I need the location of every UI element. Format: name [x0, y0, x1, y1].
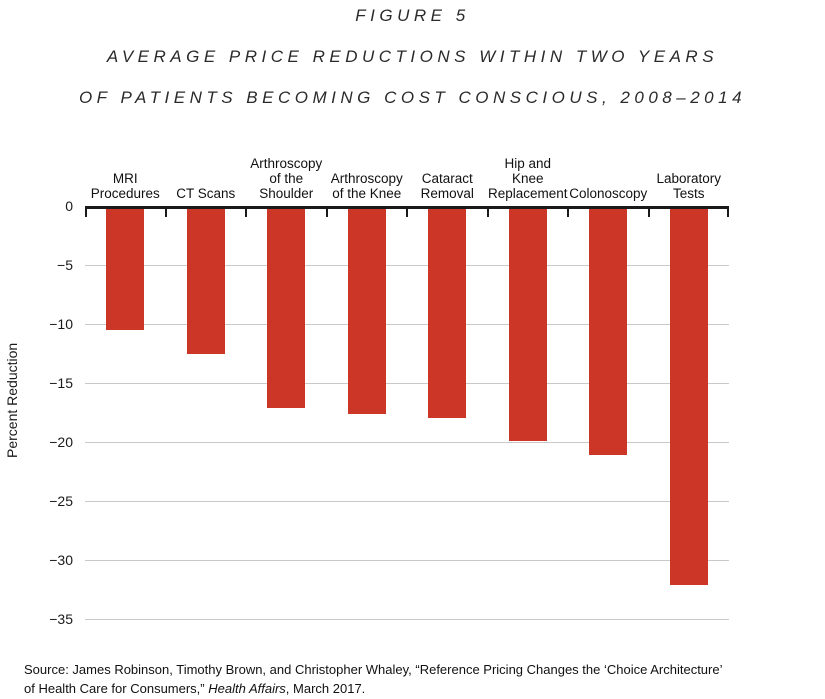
y-tick-label: −35: [49, 611, 73, 627]
bar-column-label: Arthroscopy of the Knee: [330, 171, 403, 201]
gridline: [85, 264, 729, 266]
y-tick-label: −10: [49, 316, 73, 332]
y-tick-label: 0: [65, 198, 73, 214]
gridline: [85, 559, 729, 561]
axis-tick: [245, 206, 247, 217]
source-note: Source: James Robinson, Timothy Brown, a…: [24, 660, 814, 698]
bar: [186, 206, 225, 354]
source-journal-name: Health Affairs: [208, 681, 286, 696]
gridline: [85, 500, 729, 502]
bar-column-label: MRI Procedures: [90, 171, 160, 201]
axis-tick: [85, 206, 87, 217]
gridline: [85, 618, 729, 620]
bar: [347, 206, 386, 414]
source-line-2: of Health Care for Consumers,” Health Af…: [24, 679, 814, 698]
bar-column-label: Laboratory Tests: [656, 171, 722, 201]
y-tick-label: −30: [49, 552, 73, 568]
figure-title-line2: OF PATIENTS BECOMING COST CONSCIOUS, 200…: [78, 88, 747, 107]
source-line-2-post: , March 2017.: [285, 681, 366, 696]
gridline: [85, 441, 729, 443]
bar: [508, 206, 547, 441]
bar: [428, 206, 467, 419]
y-tick-label: −25: [49, 493, 73, 509]
source-line-2-pre: of Health Care for Consumers,”: [24, 681, 209, 696]
source-line-1: Source: James Robinson, Timothy Brown, a…: [24, 662, 723, 677]
bar-column-label: CT Scans: [176, 186, 236, 201]
y-axis-title: Percent Reduction: [4, 342, 20, 458]
bar: [669, 206, 708, 585]
axis-tick: [648, 206, 650, 217]
y-tick-label: −5: [57, 257, 73, 273]
axis-tick: [487, 206, 489, 217]
gridline: [85, 382, 729, 384]
bar: [589, 206, 628, 455]
axis-tick: [727, 206, 729, 217]
plot-area: 0 −5 −10 −15 −20 −25 −30 −35 MRI Procedures CT Sc…: [49, 156, 729, 626]
bar: [106, 206, 145, 330]
axis-tick: [567, 206, 569, 217]
gridline: [85, 323, 729, 325]
y-tick-label: −20: [49, 434, 73, 450]
y-tick-label: −15: [49, 375, 73, 391]
axis-tick: [165, 206, 167, 217]
bar-column-label: Colonoscopy: [569, 186, 648, 201]
bar: [267, 206, 306, 408]
bar-column-label: Cataract Removal: [420, 171, 474, 201]
figure-title-line1: AVERAGE PRICE REDUCTIONS WITHIN TWO YEAR…: [106, 47, 719, 66]
bar-column-label: Hip and Knee Replacement: [487, 156, 568, 201]
bar-column-label: Arthroscopy of the Shoulder: [250, 156, 323, 201]
axis-tick: [406, 206, 408, 217]
figure-label: FIGURE 5: [355, 6, 470, 25]
axis-tick: [326, 206, 328, 217]
title-block: FIGURE 5 AVERAGE PRICE REDUCTIONS WITHIN…: [0, 6, 825, 129]
